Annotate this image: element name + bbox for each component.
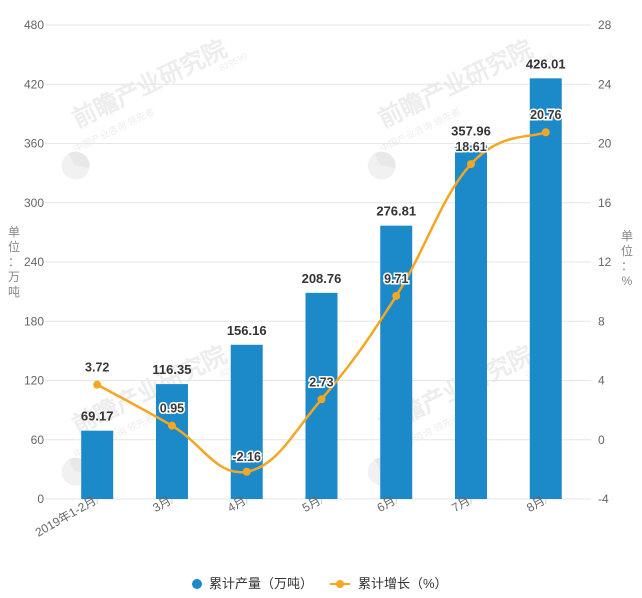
svg-text:276.81: 276.81 — [376, 204, 416, 219]
svg-text:12: 12 — [598, 255, 612, 269]
svg-text:357.96: 357.96 — [451, 124, 491, 139]
svg-text:累计增长（%）: 累计增长（%） — [358, 576, 448, 591]
svg-text:18.61: 18.61 — [455, 140, 486, 154]
svg-text:156.16: 156.16 — [227, 323, 267, 338]
svg-text:480: 480 — [24, 18, 44, 32]
svg-text:0.95: 0.95 — [160, 402, 184, 416]
svg-text:20: 20 — [598, 137, 612, 151]
svg-text:28: 28 — [598, 18, 612, 32]
svg-text:208.76: 208.76 — [302, 271, 342, 286]
svg-text:0: 0 — [37, 492, 44, 506]
svg-text:24: 24 — [598, 77, 612, 91]
svg-text:20.76: 20.76 — [530, 108, 561, 122]
svg-text:60: 60 — [31, 433, 45, 447]
svg-text:16: 16 — [598, 196, 612, 210]
svg-text:420: 420 — [24, 77, 44, 91]
svg-text:360: 360 — [24, 137, 44, 151]
svg-text:426.01: 426.01 — [526, 56, 566, 71]
svg-text:116.35: 116.35 — [152, 362, 191, 377]
svg-text:180: 180 — [24, 314, 44, 328]
svg-text:-4: -4 — [598, 492, 609, 506]
svg-text:3.72: 3.72 — [85, 361, 109, 375]
svg-text:0: 0 — [598, 433, 605, 447]
svg-text:累计产量（万吨）: 累计产量（万吨） — [209, 576, 313, 591]
svg-text:120: 120 — [24, 374, 44, 388]
svg-text:240: 240 — [24, 255, 44, 269]
svg-text:2.73: 2.73 — [309, 375, 333, 389]
svg-text:单位：%: 单位：% — [621, 229, 633, 288]
svg-text:单位：万吨: 单位：万吨 — [8, 225, 20, 299]
svg-text:-2.16: -2.16 — [232, 450, 261, 464]
svg-text:8: 8 — [598, 314, 605, 328]
svg-text:300: 300 — [24, 196, 44, 210]
svg-text:69.17: 69.17 — [81, 409, 114, 424]
svg-text:4: 4 — [598, 374, 605, 388]
svg-text:9.71: 9.71 — [384, 272, 408, 286]
